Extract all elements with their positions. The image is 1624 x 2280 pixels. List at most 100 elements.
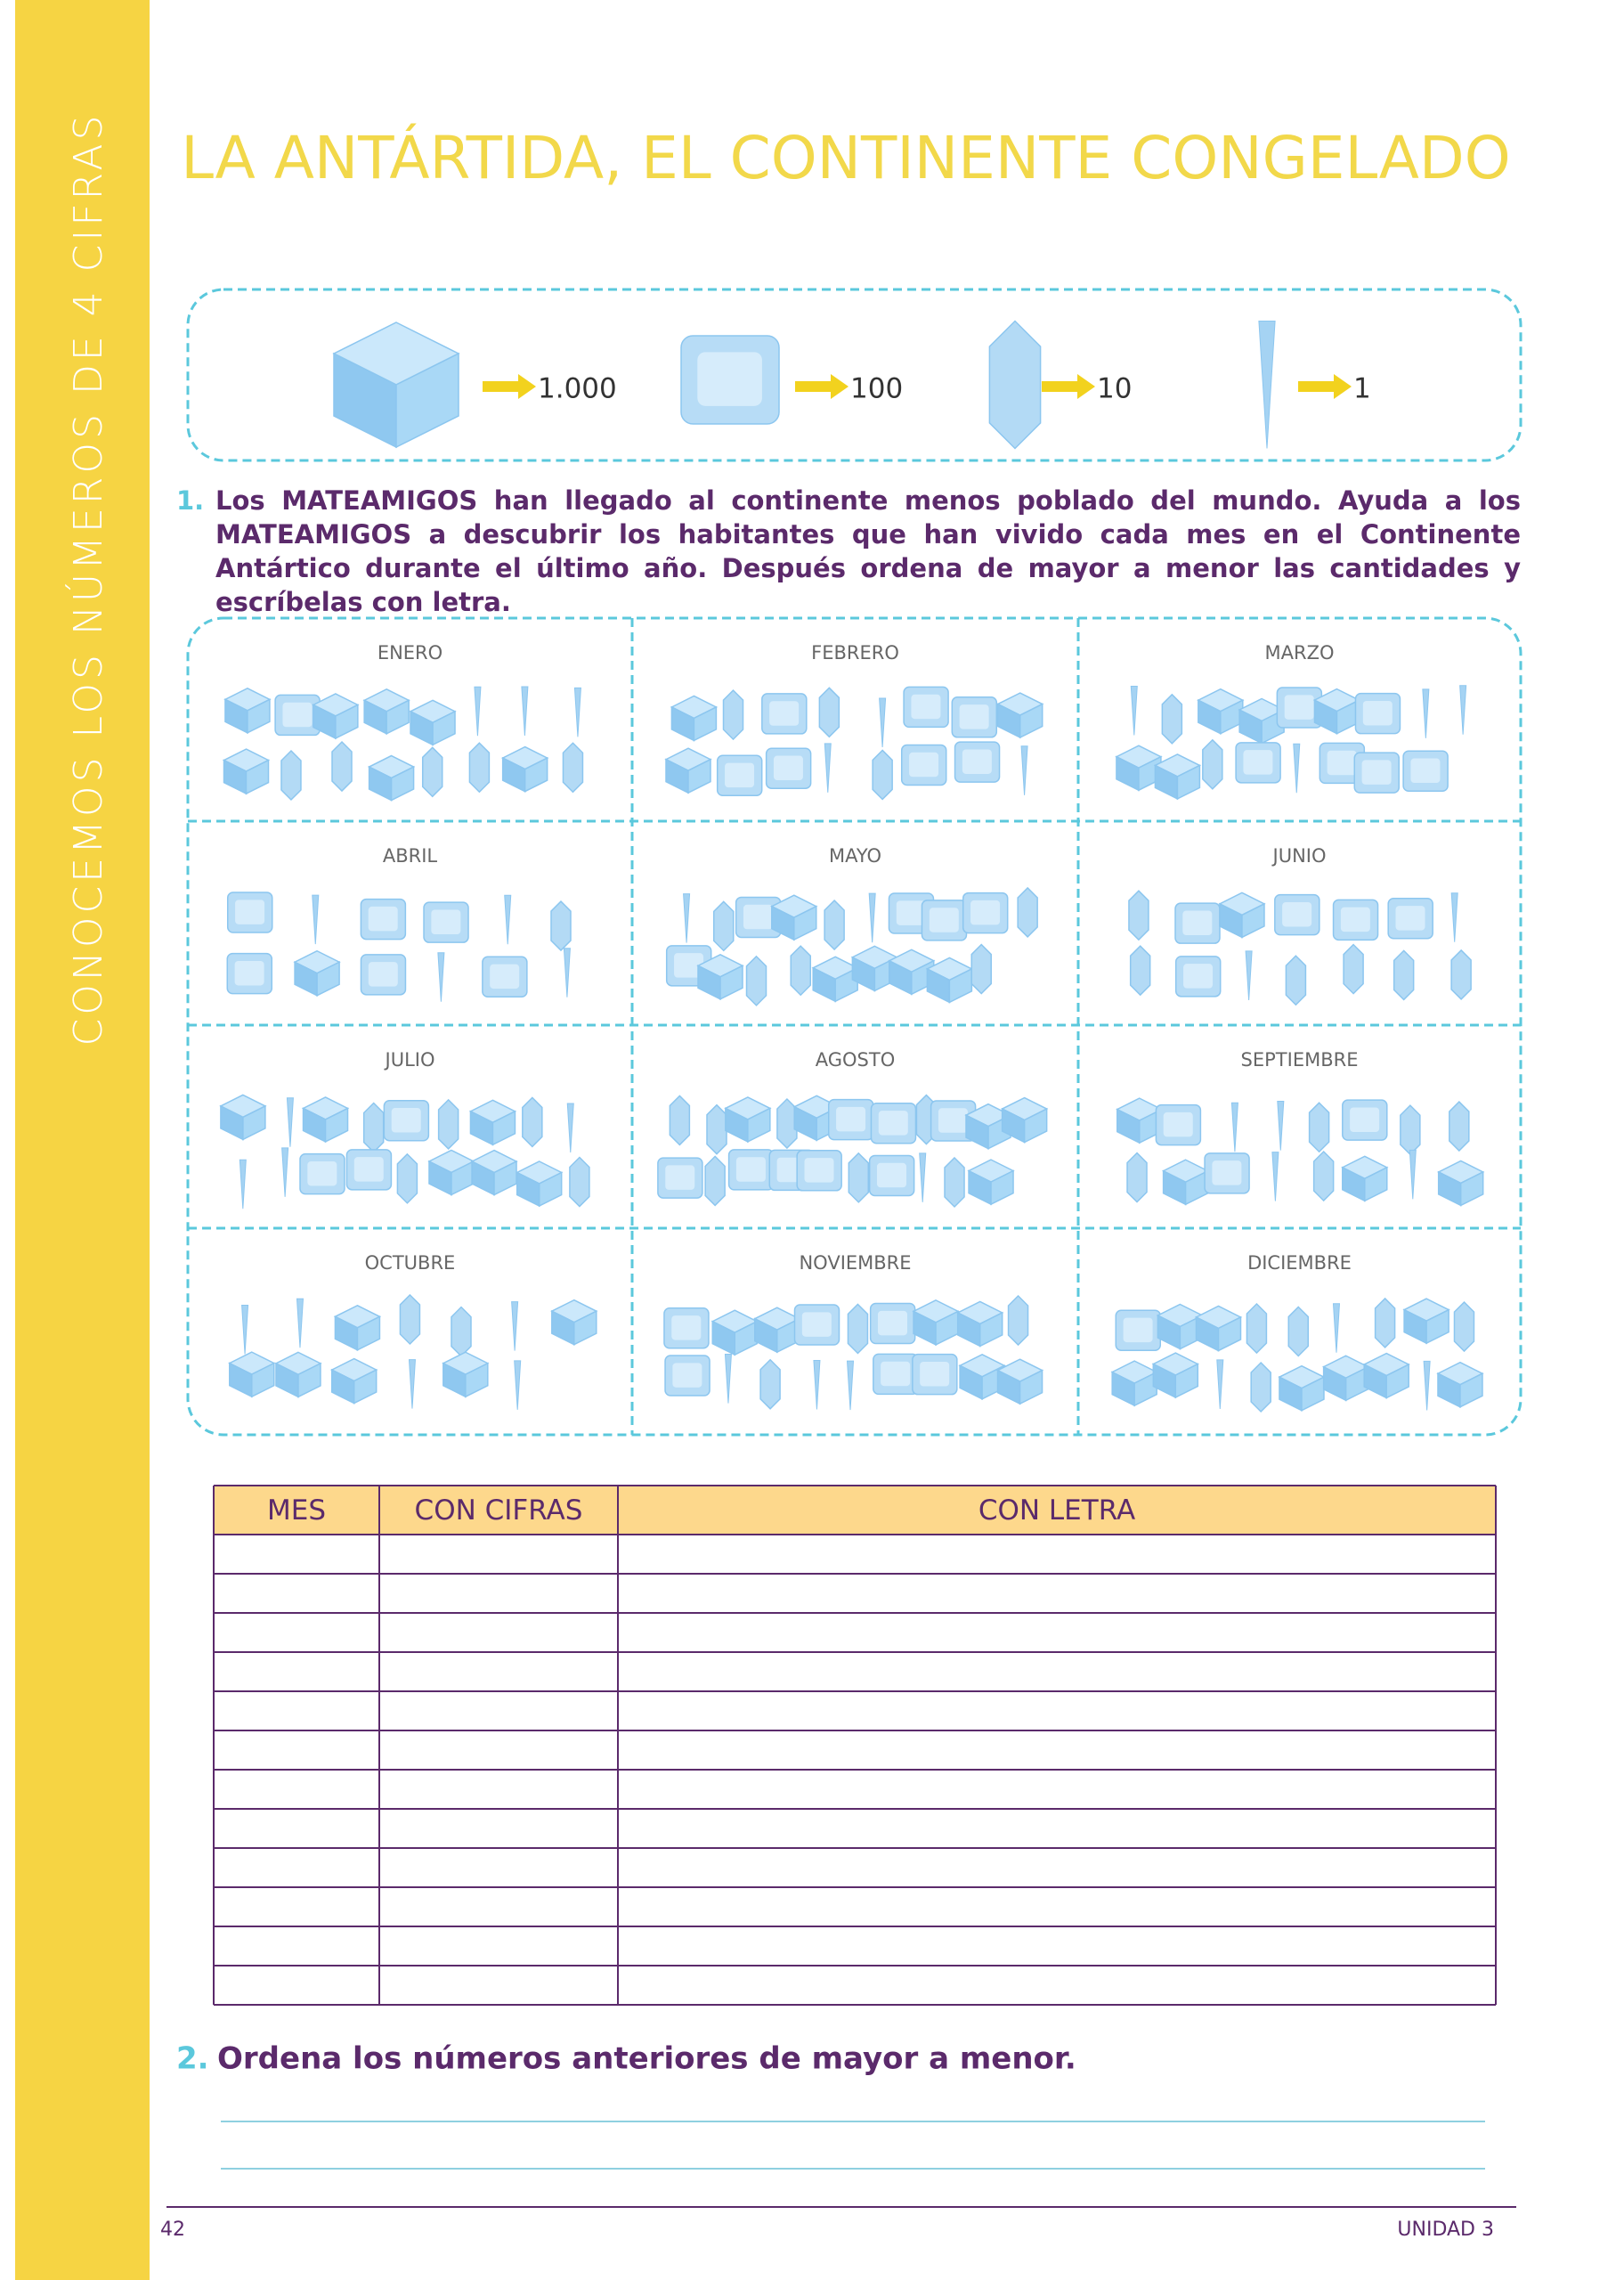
ice-crystal bbox=[669, 1095, 691, 1146]
ice-icicle bbox=[1450, 892, 1458, 942]
ice-icicle bbox=[563, 948, 571, 998]
ice-crystal bbox=[818, 687, 840, 738]
ice-cube bbox=[1019, 703, 1043, 739]
ice-cube bbox=[395, 352, 459, 449]
ice-square bbox=[235, 900, 265, 924]
ice-icicle bbox=[1409, 1149, 1417, 1200]
ice-square bbox=[1163, 1112, 1193, 1137]
ice-cube bbox=[491, 1110, 516, 1146]
ice-icicle bbox=[514, 1360, 522, 1410]
arrow bbox=[1042, 374, 1095, 399]
ice-cube bbox=[990, 1169, 1014, 1206]
ice-cube bbox=[1425, 1308, 1449, 1345]
ice-crystal bbox=[362, 1102, 385, 1153]
ice-icicle bbox=[286, 1097, 294, 1147]
ice-cube bbox=[242, 1104, 266, 1141]
ice-cube bbox=[747, 1107, 771, 1144]
ice-cube bbox=[324, 1107, 349, 1144]
ice-square bbox=[929, 908, 959, 932]
ice-square bbox=[1182, 910, 1213, 936]
table-header-bg bbox=[214, 1486, 1496, 1535]
month-label: AGOSTO bbox=[816, 1049, 896, 1071]
ice-crystal bbox=[562, 742, 584, 794]
page-number: 42 bbox=[160, 2219, 185, 2241]
ice-cube bbox=[251, 1362, 275, 1398]
ice-cube bbox=[335, 704, 359, 740]
ice-crystal bbox=[824, 899, 845, 951]
ice-icicle bbox=[919, 1152, 927, 1202]
ice-square bbox=[909, 752, 939, 778]
ice-crystal bbox=[1312, 1150, 1335, 1202]
ice-cube bbox=[247, 698, 271, 735]
ice-square bbox=[881, 1361, 911, 1387]
ice-crystal bbox=[722, 689, 744, 741]
ice-icicle bbox=[1459, 685, 1467, 735]
ice-square bbox=[911, 694, 941, 720]
ice-square bbox=[735, 1157, 766, 1182]
ice-icicle bbox=[1245, 950, 1253, 1000]
ice-cube bbox=[297, 1362, 321, 1398]
side-title: CONOCEMOS LOS NÚMEROS DE 4 CIFRAS bbox=[64, 112, 111, 1046]
ice-cube bbox=[1023, 1107, 1048, 1144]
ice-cube bbox=[719, 965, 743, 1001]
ice-cube bbox=[524, 756, 548, 793]
ice-cube bbox=[1385, 1363, 1409, 1399]
ice-square bbox=[1395, 906, 1425, 931]
ice-square bbox=[368, 906, 398, 932]
ice-crystal bbox=[569, 1156, 590, 1208]
ice-crystal bbox=[1287, 1306, 1310, 1357]
ice-square bbox=[697, 352, 762, 406]
ice-icicle bbox=[239, 1159, 247, 1209]
ice-crystal bbox=[759, 1358, 781, 1410]
month-label: SEPTIEMBRE bbox=[1241, 1049, 1359, 1071]
ice-cube bbox=[538, 1171, 563, 1208]
arrow bbox=[795, 374, 849, 399]
ice-square bbox=[920, 1362, 950, 1387]
ice-square bbox=[801, 1312, 832, 1337]
exercise-text: Ordena los números anteriores de mayor a… bbox=[217, 2041, 1076, 2077]
ice-crystal bbox=[399, 1293, 421, 1346]
ice-crystal bbox=[988, 320, 1042, 450]
ice-square bbox=[896, 900, 926, 925]
ice-cube bbox=[978, 1311, 1003, 1348]
ice-crystal bbox=[1128, 890, 1149, 941]
ice-cube bbox=[693, 705, 718, 742]
ice-crystal bbox=[280, 749, 302, 802]
ice-square bbox=[836, 1106, 866, 1132]
ice-crystal bbox=[1374, 1297, 1396, 1349]
legend-value: 1.000 bbox=[538, 373, 617, 405]
ice-square bbox=[1350, 1107, 1380, 1132]
ice-square bbox=[431, 909, 461, 935]
ice-cube bbox=[316, 961, 340, 997]
ice-cube bbox=[687, 758, 711, 794]
ice-crystal bbox=[713, 900, 735, 952]
ice-square bbox=[665, 1165, 695, 1190]
month-label: DICIEMBRE bbox=[1247, 1252, 1352, 1274]
ice-crystal bbox=[437, 1098, 459, 1150]
ice-crystal bbox=[1285, 955, 1307, 1006]
month-label: ENERO bbox=[378, 642, 443, 664]
month-label: JULIO bbox=[384, 1049, 435, 1071]
ice-crystal bbox=[944, 1156, 965, 1209]
legend: 1.000 100 10 1 bbox=[332, 320, 1371, 450]
ice-square bbox=[391, 1108, 421, 1133]
ice-icicle bbox=[1020, 745, 1028, 795]
ice-cube bbox=[1459, 1170, 1484, 1207]
ice-icicle bbox=[824, 743, 832, 793]
ice-cube bbox=[1217, 1315, 1242, 1352]
ice-crystal bbox=[1246, 1302, 1268, 1355]
ice-cube bbox=[1019, 1369, 1043, 1405]
ice-icicle bbox=[1216, 1359, 1224, 1409]
ice-square bbox=[725, 762, 755, 788]
ice-icicle bbox=[683, 893, 691, 943]
ice-square bbox=[671, 1315, 702, 1340]
ice-icicle bbox=[813, 1360, 821, 1410]
ice-crystal bbox=[1250, 1361, 1271, 1413]
ice-square bbox=[1284, 695, 1314, 720]
ice-square bbox=[877, 1310, 907, 1336]
ice-icicle bbox=[724, 1354, 732, 1404]
ice-crystal bbox=[1449, 1100, 1470, 1152]
exercise-number: 2. bbox=[176, 2041, 209, 2077]
ice-cube bbox=[353, 1368, 378, 1405]
